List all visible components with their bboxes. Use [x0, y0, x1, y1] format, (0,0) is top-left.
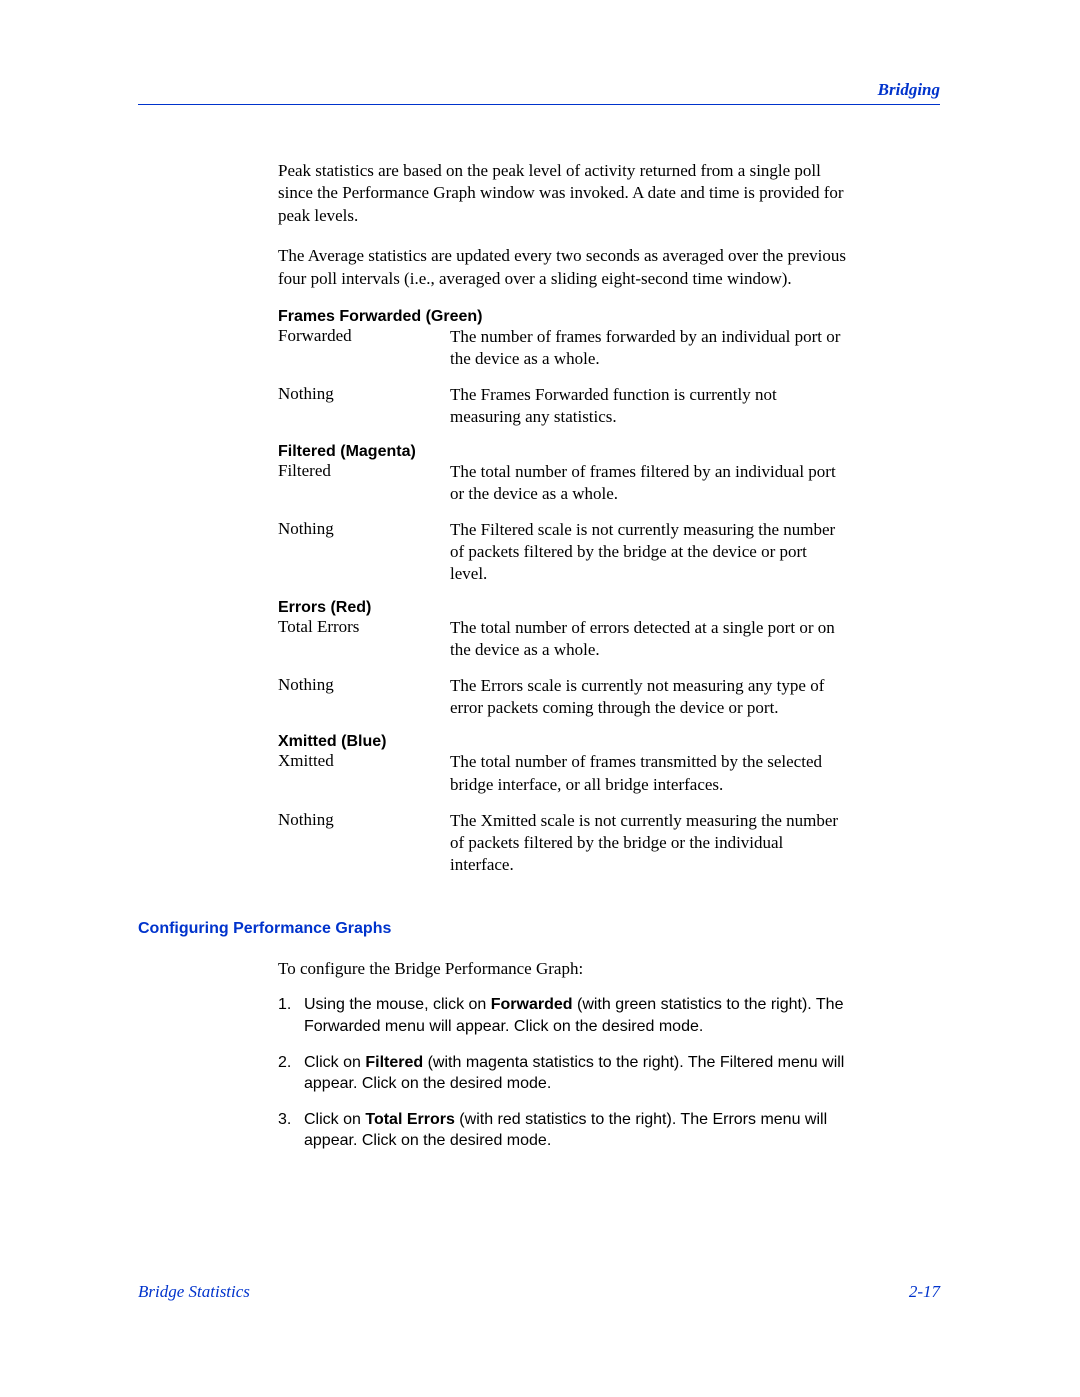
config-lead: To configure the Bridge Performance Grap…	[278, 958, 848, 980]
definition-desc: The Errors scale is currently not measur…	[450, 675, 848, 719]
footer-left: Bridge Statistics	[138, 1282, 250, 1302]
definition-row: Nothing The Filtered scale is not curren…	[278, 519, 848, 585]
footer-right: 2-17	[909, 1282, 940, 1302]
definition-desc: The Filtered scale is not currently meas…	[450, 519, 848, 585]
definition-row: Nothing The Frames Forwarded function is…	[278, 384, 848, 428]
definition-desc: The number of frames forwarded by an ind…	[450, 326, 848, 370]
definition-desc: The total number of errors detected at a…	[450, 617, 848, 661]
step-text: Click on	[304, 1111, 365, 1128]
step-number: 1.	[278, 994, 304, 1037]
definition-desc: The Xmitted scale is not currently measu…	[450, 810, 848, 876]
header-rule	[138, 104, 940, 105]
intro-paragraph-1: Peak statistics are based on the peak le…	[278, 160, 848, 227]
definition-row: Nothing The Errors scale is currently no…	[278, 675, 848, 719]
definition-row: Nothing The Xmitted scale is not current…	[278, 810, 848, 876]
step-body: Click on Total Errors (with red statisti…	[304, 1109, 848, 1152]
definition-term: Nothing	[278, 810, 450, 876]
definition-term: Nothing	[278, 675, 450, 719]
step-item: 1. Using the mouse, click on Forwarded (…	[278, 994, 848, 1037]
config-heading: Configuring Performance Graphs	[138, 920, 940, 938]
definition-term: Xmitted	[278, 751, 450, 795]
definition-term: Total Errors	[278, 617, 450, 661]
section-forwarded-title: Frames Forwarded (Green)	[278, 308, 848, 326]
step-body: Using the mouse, click on Forwarded (wit…	[304, 994, 848, 1037]
step-text: Using the mouse, click on	[304, 996, 491, 1013]
section-filtered-title: Filtered (Magenta)	[278, 443, 848, 461]
definition-term: Nothing	[278, 384, 450, 428]
step-text: Click on	[304, 1054, 365, 1071]
step-bold: Forwarded	[491, 996, 573, 1013]
definition-desc: The total number of frames transmitted b…	[450, 751, 848, 795]
step-body: Click on Filtered (with magenta statisti…	[304, 1052, 848, 1095]
definition-row: Total Errors The total number of errors …	[278, 617, 848, 661]
page-footer: Bridge Statistics 2-17	[138, 1282, 940, 1302]
definition-term: Nothing	[278, 519, 450, 585]
section-xmitted-title: Xmitted (Blue)	[278, 733, 848, 751]
intro-paragraph-2: The Average statistics are updated every…	[278, 245, 848, 290]
running-header: Bridging	[138, 80, 940, 100]
step-item: 2. Click on Filtered (with magenta stati…	[278, 1052, 848, 1095]
definition-term: Forwarded	[278, 326, 450, 370]
section-errors-title: Errors (Red)	[278, 599, 848, 617]
step-number: 2.	[278, 1052, 304, 1095]
body-content: Peak statistics are based on the peak le…	[278, 160, 848, 876]
definition-row: Forwarded The number of frames forwarded…	[278, 326, 848, 370]
step-item: 3. Click on Total Errors (with red stati…	[278, 1109, 848, 1152]
config-content: To configure the Bridge Performance Grap…	[278, 958, 848, 1152]
definition-row: Xmitted The total number of frames trans…	[278, 751, 848, 795]
step-bold: Total Errors	[365, 1111, 455, 1128]
definition-desc: The Frames Forwarded function is current…	[450, 384, 848, 428]
definition-desc: The total number of frames filtered by a…	[450, 461, 848, 505]
definition-term: Filtered	[278, 461, 450, 505]
step-number: 3.	[278, 1109, 304, 1152]
step-bold: Filtered	[365, 1054, 423, 1071]
definition-row: Filtered The total number of frames filt…	[278, 461, 848, 505]
